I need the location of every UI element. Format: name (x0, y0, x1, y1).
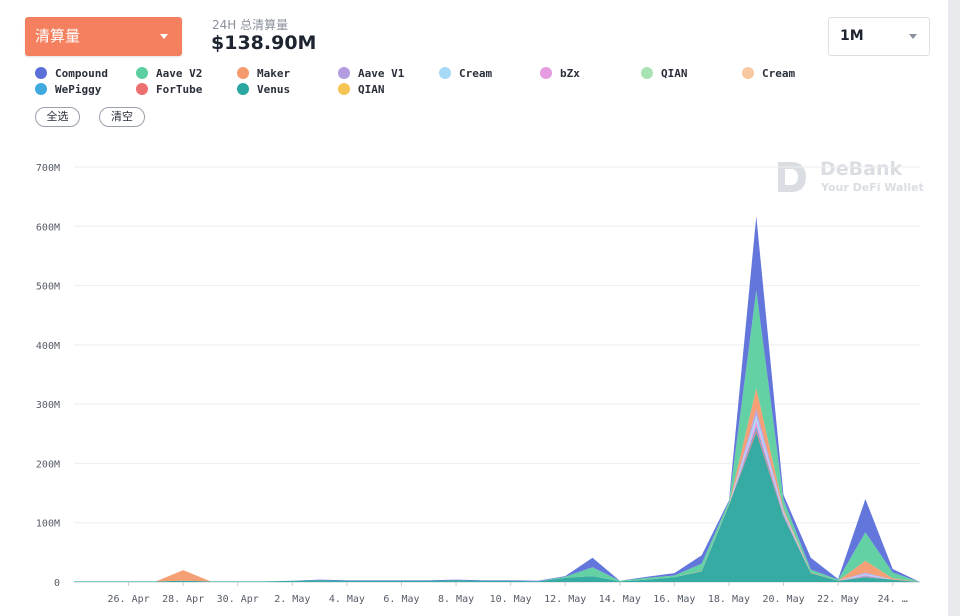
page-edge (948, 0, 960, 616)
metric-dropdown[interactable]: 清算量 (25, 17, 182, 56)
area-series-venus (74, 432, 920, 582)
legend-label: QIAN (358, 83, 385, 96)
time-range-label: 1M (840, 28, 864, 44)
legend-dot-icon (136, 67, 148, 79)
select-all-button[interactable]: 全选 (35, 107, 80, 127)
x-tick-label: 20. May (762, 594, 804, 605)
legend-item[interactable]: Cream (439, 67, 492, 81)
legend-dot-icon (641, 67, 653, 79)
legend-dot-icon (338, 83, 350, 95)
watermark-tagline: Your DeFi Wallet (821, 181, 924, 194)
legend-item[interactable]: ForTube (136, 83, 202, 97)
legend-dot-icon (439, 67, 451, 79)
legend-dot-icon (237, 83, 249, 95)
chevron-down-icon (160, 34, 168, 39)
legend-label: Aave V2 (156, 67, 203, 80)
legend-item[interactable]: QIAN (338, 83, 385, 97)
y-tick-label: 400M (36, 341, 60, 352)
legend-dot-icon (35, 83, 47, 95)
x-tick-label: 10. May (490, 594, 532, 605)
x-tick-label: 30. Apr (217, 594, 259, 605)
x-tick-label: 28. Apr (162, 594, 204, 605)
legend-item[interactable]: Aave V2 (136, 67, 202, 81)
legend-dot-icon (540, 67, 552, 79)
y-tick-label: 300M (36, 400, 60, 411)
watermark-name: DeBank (820, 158, 903, 180)
kpi-value: $138.90M (211, 32, 317, 54)
legend-item[interactable]: bZx (540, 67, 580, 81)
legend-item[interactable]: Cream (742, 67, 795, 81)
legend-label: Cream (762, 67, 796, 80)
legend-label: Maker (257, 67, 291, 80)
x-tick-label: 2. May (274, 594, 310, 605)
legend-label: Compound (55, 67, 108, 80)
legend-dot-icon (35, 67, 47, 79)
legend-label: Aave V1 (358, 67, 405, 80)
legend-item[interactable]: QIAN (641, 67, 688, 81)
legend-label: bZx (560, 67, 580, 80)
x-tick-label: 18. May (708, 594, 750, 605)
legend-item[interactable]: WePiggy (35, 83, 101, 97)
y-tick-label: 0 (54, 578, 60, 589)
legend-dot-icon (742, 67, 754, 79)
legend-item[interactable]: Compound (35, 67, 108, 81)
legend-label: Cream (459, 67, 493, 80)
clear-button[interactable]: 清空 (99, 107, 145, 127)
time-range-dropdown[interactable]: 1M (828, 17, 930, 56)
x-tick-label: 24. … (878, 594, 908, 605)
legend-item[interactable]: Maker (237, 67, 290, 81)
y-tick-label: 700M (36, 163, 60, 174)
y-tick-label: 200M (36, 459, 60, 470)
legend-dot-icon (237, 67, 249, 79)
legend-item[interactable]: Venus (237, 83, 290, 97)
x-tick-label: 4. May (329, 594, 365, 605)
y-tick-label: 500M (36, 282, 60, 293)
legend-item[interactable]: Aave V1 (338, 67, 404, 81)
kpi-label: 24H 总清算量 (212, 18, 289, 32)
x-tick-label: 22. May (817, 594, 859, 605)
metric-dropdown-label: 清算量 (35, 27, 81, 45)
chevron-down-icon (909, 34, 917, 39)
legend-label: ForTube (156, 83, 203, 96)
x-tick-label: 26. Apr (108, 594, 150, 605)
y-tick-label: 600M (36, 222, 60, 233)
legend-label: Venus (257, 83, 291, 96)
legend-label: WePiggy (55, 83, 102, 96)
legend-dot-icon (136, 83, 148, 95)
x-tick-label: 16. May (653, 594, 695, 605)
debank-logo-icon (778, 162, 806, 192)
legend-dot-icon (338, 67, 350, 79)
x-tick-label: 12. May (544, 594, 586, 605)
y-tick-label: 100M (36, 519, 60, 530)
x-tick-label: 14. May (599, 594, 641, 605)
x-tick-label: 8. May (438, 594, 474, 605)
x-tick-label: 6. May (383, 594, 419, 605)
legend-label: QIAN (661, 67, 688, 80)
